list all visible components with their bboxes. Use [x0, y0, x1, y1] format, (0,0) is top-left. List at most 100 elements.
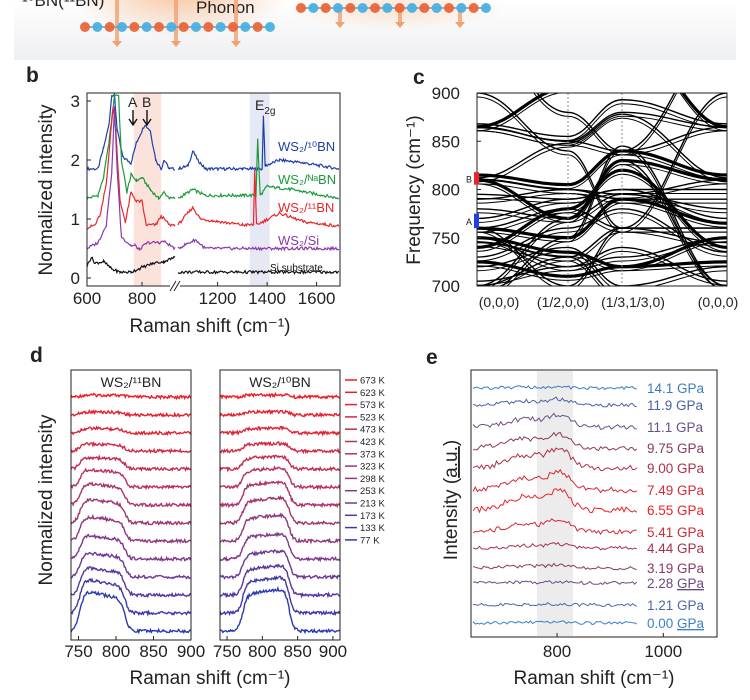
annotation-E2g: E2g — [255, 97, 275, 117]
y-tick-label: 3 — [71, 92, 80, 111]
y-tick-label: 800 — [432, 181, 460, 200]
annotation-A: A — [128, 94, 138, 127]
legend-label: 298 K — [360, 474, 385, 485]
pressure-value: 7.49 — [647, 483, 677, 498]
series-line — [220, 494, 340, 526]
series-line — [472, 412, 637, 430]
atom — [296, 3, 306, 13]
series-line — [472, 447, 638, 472]
phonon-band — [498, 260, 601, 286]
isotope-label: ¹⁰BN(¹¹BN) — [22, 0, 104, 10]
x-tick-label: 800 — [102, 642, 130, 661]
atom — [203, 22, 214, 32]
pressure-value: 5.41 — [647, 525, 677, 540]
series-label: 14.1 GPa — [647, 381, 705, 396]
series-line — [220, 440, 340, 455]
legend-label: 523 K — [360, 412, 385, 423]
x-tick-label: 800 — [248, 642, 276, 661]
atom — [456, 3, 467, 13]
legend-label: 423 K — [360, 437, 385, 448]
plot-frame-d — [219, 369, 341, 641]
y-tick-label: 900 — [432, 84, 460, 103]
atom — [228, 22, 238, 32]
phonon-band — [477, 241, 727, 272]
phonon-arrow — [398, 8, 402, 26]
pressure-unit: GPa — [677, 461, 705, 476]
atom — [129, 22, 140, 32]
annotation-B: B — [142, 94, 152, 127]
atom — [320, 3, 331, 13]
pressure-unit: GPa — [677, 616, 705, 631]
panel-d: d WS₂/¹¹BN 750 800 850 900 WS₂/¹⁰BN 750 800 850 9… — [30, 344, 385, 689]
x-tick-label: 900 — [177, 642, 205, 661]
annotation-A-text: A — [128, 94, 138, 110]
arrow-head-icon — [112, 41, 122, 47]
series-line — [71, 533, 191, 563]
series-line — [71, 566, 191, 599]
atom — [444, 3, 454, 13]
atom — [345, 3, 356, 13]
series-label: 6.55 GPa — [647, 503, 705, 518]
pressure-value: 14.1 — [647, 381, 677, 396]
x-tick-label: 800 — [128, 289, 156, 308]
phonon-band — [477, 208, 727, 229]
phonon-band — [477, 236, 727, 269]
y-tick-label: 2 — [71, 151, 80, 170]
x-tick-label: 1400 — [248, 289, 286, 308]
series-line — [220, 454, 340, 473]
series-label: 1.21 GPa — [647, 598, 705, 613]
phonon-band — [477, 99, 727, 138]
series-line — [87, 93, 340, 172]
pressure-unit: GPa — [677, 576, 705, 591]
series-line — [71, 497, 191, 527]
phonon-band — [477, 212, 727, 262]
series-line — [71, 551, 191, 580]
y-tick-label: 0 — [71, 269, 80, 288]
y-axis-label-b: Normalized intensity — [36, 104, 57, 276]
atom — [407, 3, 417, 13]
series-line — [87, 93, 340, 201]
pressure-unit: GPa — [677, 503, 705, 518]
phonon-band — [536, 93, 676, 152]
plot-frame-b — [86, 92, 341, 287]
series-line — [220, 585, 340, 635]
series-line — [472, 488, 638, 514]
atom — [117, 22, 127, 32]
phonon-band — [477, 212, 727, 233]
k-point-label: (1/2,0,0) — [537, 294, 589, 310]
series-line — [71, 513, 191, 545]
pressure-value: 11.1 — [647, 420, 676, 435]
pressure-value: 9.75 — [647, 441, 677, 456]
pressure-value: 0.00 — [647, 616, 677, 631]
atom — [154, 22, 164, 32]
series-line — [472, 562, 637, 571]
arrow-down-icon — [142, 110, 152, 127]
x-axis-label-d: Raman shift (cm⁻¹) — [130, 668, 291, 689]
atom — [178, 22, 189, 32]
subplot-curves — [220, 391, 340, 635]
axis-break-icon — [169, 280, 181, 292]
series-line — [220, 563, 340, 599]
series-line — [71, 425, 191, 436]
atom-chains — [80, 0, 491, 47]
atom — [265, 22, 275, 32]
legend-label: 323 K — [360, 462, 385, 473]
atom — [240, 22, 251, 32]
atom — [370, 3, 380, 13]
mode-marker-label: B — [466, 174, 472, 184]
legend-label: 373 K — [360, 449, 385, 460]
phonon-band — [477, 96, 727, 233]
mode-marker-label: A — [466, 217, 472, 227]
phonon-band — [477, 192, 727, 204]
phonon-band — [477, 231, 727, 262]
series-line — [220, 391, 340, 401]
mode-marker — [474, 172, 479, 185]
atom — [468, 3, 479, 13]
phonon-band — [501, 145, 727, 286]
legend-label: 133 K — [360, 523, 385, 534]
series-line — [473, 431, 638, 452]
series-label: 5.41 GPa — [647, 525, 705, 540]
x-tick-label: 850 — [139, 642, 167, 661]
panel-label-e: e — [426, 346, 438, 369]
